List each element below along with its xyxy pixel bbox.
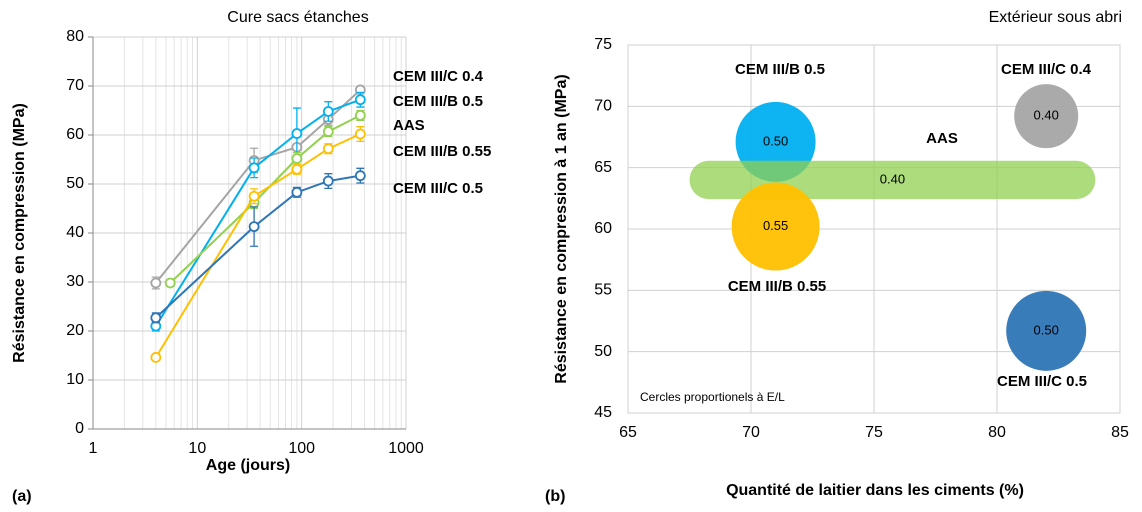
chart-title: Cure sacs étanches xyxy=(227,9,368,26)
data-point xyxy=(164,277,176,289)
data-point xyxy=(322,126,334,137)
chart-title: Extérieur sous abri xyxy=(989,9,1122,26)
data-point xyxy=(354,170,366,182)
bubble-size-label: 0.50 xyxy=(763,133,788,148)
y-tick-label: 70 xyxy=(66,77,84,94)
x-axis-label: Quantité de laitier dans les ciments (%) xyxy=(726,482,1024,499)
bubble-name: CEM III/C 0.4 xyxy=(1001,61,1092,78)
data-point xyxy=(150,352,162,363)
legend-entry: CEM III/C 0.4 xyxy=(393,68,484,85)
y-tick-label: 20 xyxy=(66,322,84,339)
panel-label: (a) xyxy=(12,488,32,505)
data-point xyxy=(322,106,334,117)
x-tick-label: 1 xyxy=(89,440,98,457)
data-point xyxy=(322,143,334,155)
y-tick-label: 65 xyxy=(594,159,612,176)
y-tick-label: 75 xyxy=(594,36,612,53)
legend-entry: CEM III/B 0.5 xyxy=(393,93,483,110)
legend-entry: CEM III/C 0.5 xyxy=(393,180,483,197)
y-tick-label: 55 xyxy=(594,282,612,299)
y-tick-label: 50 xyxy=(66,175,84,192)
y-tick-label: 0 xyxy=(75,420,84,437)
legend-entry: CEM III/B 0.55 xyxy=(393,143,491,160)
data-point xyxy=(248,221,260,233)
panel-label: (b) xyxy=(545,488,565,505)
y-tick-label: 80 xyxy=(66,28,84,45)
bubble-size-label: 0.50 xyxy=(1034,322,1059,337)
bubble-name: CEM III/C 0.5 xyxy=(997,373,1087,390)
bubble-size-label: 0.55 xyxy=(763,218,788,233)
data-point xyxy=(150,312,162,324)
data-point xyxy=(354,110,366,121)
x-tick-label: 100 xyxy=(288,440,315,457)
data-point xyxy=(248,190,260,202)
x-tick-label: 1000 xyxy=(388,440,424,457)
data-point xyxy=(322,175,334,187)
y-axis-label: Résistance en compression à 1 an (MPa) xyxy=(553,74,570,383)
data-point xyxy=(354,94,366,106)
data-point xyxy=(291,153,303,164)
data-point xyxy=(150,277,162,289)
bubble-name: CEM III/B 0.5 xyxy=(735,61,825,78)
data-point xyxy=(291,186,303,198)
x-tick-label: 70 xyxy=(742,424,760,441)
bubble-size-label: 0.40 xyxy=(880,171,905,186)
data-point xyxy=(291,128,303,139)
y-axis-label: Résistance en compression (MPa) xyxy=(11,103,28,363)
x-tick-label: 75 xyxy=(865,424,883,441)
y-tick-label: 10 xyxy=(66,371,84,388)
bubble xyxy=(1014,84,1079,149)
y-tick-label: 60 xyxy=(594,220,612,237)
y-tick-label: 60 xyxy=(66,126,84,143)
data-point xyxy=(248,162,260,174)
bubble xyxy=(1006,290,1087,371)
x-tick-label: 10 xyxy=(188,440,206,457)
x-tick-label: 80 xyxy=(988,424,1006,441)
y-tick-label: 50 xyxy=(594,343,612,360)
y-tick-label: 70 xyxy=(594,98,612,115)
bubble-name: AAS xyxy=(926,130,958,147)
x-axis-label: Age (jours) xyxy=(206,457,290,474)
y-tick-label: 30 xyxy=(66,273,84,290)
data-point xyxy=(291,163,303,175)
x-tick-label: 85 xyxy=(1111,424,1129,441)
data-point xyxy=(354,128,366,140)
x-tick-label: 65 xyxy=(619,424,637,441)
y-tick-label: 40 xyxy=(66,224,84,241)
bubble-size-label: 0.40 xyxy=(1034,108,1059,123)
bubble xyxy=(731,182,820,271)
bubble-name: CEM III/B 0.55 xyxy=(728,278,826,295)
legend-entry: AAS xyxy=(393,117,425,134)
y-tick-label: 45 xyxy=(594,404,612,421)
plot-frame xyxy=(627,44,1121,414)
annotation: Cercles proportionels à E/L xyxy=(640,390,785,404)
